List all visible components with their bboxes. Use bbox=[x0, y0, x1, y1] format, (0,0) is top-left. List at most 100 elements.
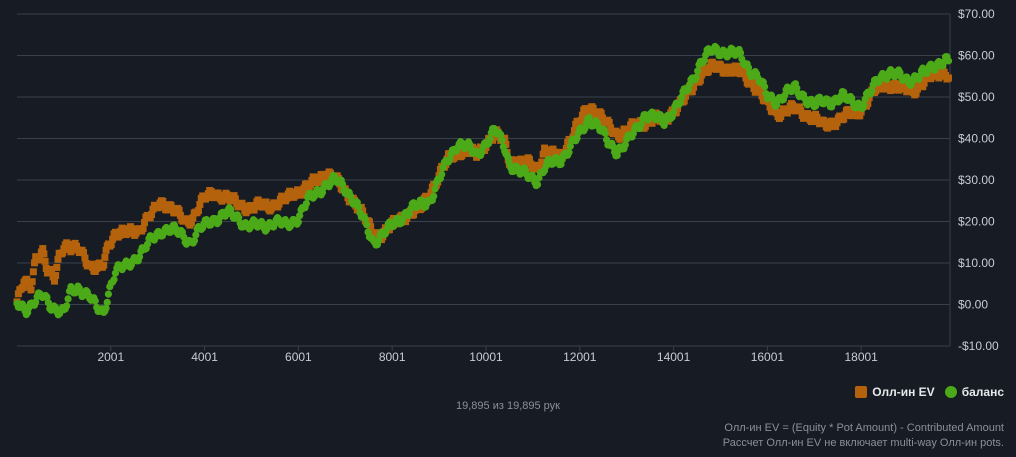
ev-marker bbox=[688, 88, 696, 96]
ev-marker bbox=[945, 74, 953, 82]
ev-marker bbox=[590, 109, 598, 117]
ev-marker bbox=[680, 97, 688, 105]
ev-marker bbox=[410, 211, 418, 219]
series-balance bbox=[13, 42, 953, 319]
ev-marker bbox=[14, 290, 22, 298]
ev-marker bbox=[758, 92, 766, 100]
ev-marker bbox=[785, 106, 793, 114]
ev-marker bbox=[892, 80, 900, 88]
ev-marker bbox=[368, 230, 376, 238]
ev-marker bbox=[219, 195, 227, 203]
ev-marker bbox=[215, 191, 223, 199]
ev-marker bbox=[155, 203, 163, 211]
ev-marker bbox=[189, 214, 197, 222]
ev-marker bbox=[307, 181, 315, 189]
balance-marker bbox=[478, 148, 486, 156]
ev-marker bbox=[267, 205, 275, 213]
ev-marker bbox=[100, 261, 108, 269]
balance-marker bbox=[700, 56, 708, 64]
ev-marker bbox=[367, 223, 375, 231]
ev-marker bbox=[194, 207, 202, 215]
ev-marker bbox=[515, 159, 523, 167]
ev-marker bbox=[148, 211, 156, 219]
ev-marker bbox=[698, 71, 706, 79]
ev-marker bbox=[139, 225, 147, 233]
ev-marker bbox=[300, 184, 308, 192]
ev-marker bbox=[864, 100, 872, 108]
y-tick-label: $20.00 bbox=[958, 215, 995, 229]
ev-marker bbox=[856, 112, 864, 120]
ev-marker bbox=[578, 111, 586, 119]
x-tick-label: 18001 bbox=[844, 350, 878, 364]
ev-marker bbox=[605, 119, 613, 127]
ev-marker bbox=[39, 245, 47, 253]
ev-marker bbox=[877, 81, 885, 89]
ev-marker bbox=[542, 146, 550, 154]
balance-marker bbox=[533, 181, 542, 189]
ev-marker bbox=[299, 189, 307, 197]
ev-marker bbox=[60, 245, 68, 253]
y-axis-ticks: -$10.00 $0.00 $10.00 $20.00 $30.00 $40.00 $50.… bbox=[958, 7, 999, 353]
ev-marker bbox=[873, 82, 881, 90]
ev-marker bbox=[690, 83, 698, 91]
ev-marker bbox=[617, 133, 625, 141]
balance-marker bbox=[781, 91, 789, 99]
ev-marker bbox=[570, 127, 578, 135]
balance-marker bbox=[566, 142, 574, 150]
hand-count-text: 19,895 из 19,895 рук bbox=[456, 400, 560, 412]
balance-marker bbox=[431, 185, 439, 193]
ev-marker bbox=[31, 259, 39, 267]
ev-marker bbox=[913, 85, 921, 93]
series-layer bbox=[13, 42, 953, 319]
legend-item-allin-ev[interactable]: Олл-ин EV bbox=[855, 385, 935, 399]
balance-marker bbox=[135, 253, 144, 261]
equity-chart: -$10.00 $0.00 $10.00 $20.00 $30.00 $40.00 $50.… bbox=[13, 7, 999, 364]
ev-marker bbox=[607, 124, 615, 132]
ev-marker bbox=[619, 129, 627, 137]
ev-marker bbox=[64, 241, 72, 249]
ev-marker bbox=[109, 235, 117, 243]
ev-marker bbox=[813, 113, 821, 121]
balance-marker bbox=[669, 108, 678, 116]
ev-marker bbox=[149, 205, 157, 213]
ev-marker bbox=[283, 194, 291, 202]
chart-legend: Олл-ин EV баланс bbox=[855, 385, 1004, 399]
balance-marker bbox=[192, 231, 200, 239]
ev-marker bbox=[733, 62, 741, 70]
balance-marker bbox=[498, 136, 506, 144]
ev-marker bbox=[196, 201, 204, 209]
ev-marker bbox=[527, 160, 535, 168]
ev-marker bbox=[773, 109, 781, 117]
ev-marker bbox=[832, 123, 840, 131]
ev-marker bbox=[159, 197, 167, 205]
ev-marker bbox=[716, 61, 724, 69]
ev-marker bbox=[128, 225, 136, 233]
ev-marker bbox=[203, 194, 211, 202]
ev-marker bbox=[682, 92, 690, 100]
ev-marker bbox=[231, 195, 239, 203]
ev-marker bbox=[243, 207, 251, 215]
circle-marker-icon bbox=[944, 386, 957, 398]
ev-marker bbox=[132, 229, 140, 237]
y-tick-label: -$10.00 bbox=[958, 339, 999, 353]
balance-marker bbox=[439, 164, 447, 172]
ev-marker bbox=[93, 265, 101, 273]
ev-marker bbox=[704, 68, 712, 76]
legend-item-balance[interactable]: баланс bbox=[944, 385, 1004, 399]
ev-marker bbox=[28, 278, 36, 286]
balance-marker bbox=[103, 298, 111, 306]
ev-marker bbox=[490, 133, 498, 141]
y-tick-label: $50.00 bbox=[958, 90, 995, 104]
ev-marker bbox=[766, 103, 774, 111]
balance-marker bbox=[302, 200, 310, 208]
ev-marker bbox=[550, 148, 558, 156]
ev-marker bbox=[48, 268, 56, 276]
ev-marker bbox=[263, 201, 271, 209]
balance-marker bbox=[677, 93, 686, 101]
balance-marker bbox=[294, 218, 302, 226]
ev-marker bbox=[176, 211, 184, 219]
balance-marker bbox=[110, 276, 118, 284]
ev-marker bbox=[167, 201, 175, 209]
ev-marker bbox=[888, 86, 896, 94]
allin-ev-footnote: Олл-ин EV = (Equity * Pot Amount) - Cont… bbox=[723, 421, 1004, 451]
